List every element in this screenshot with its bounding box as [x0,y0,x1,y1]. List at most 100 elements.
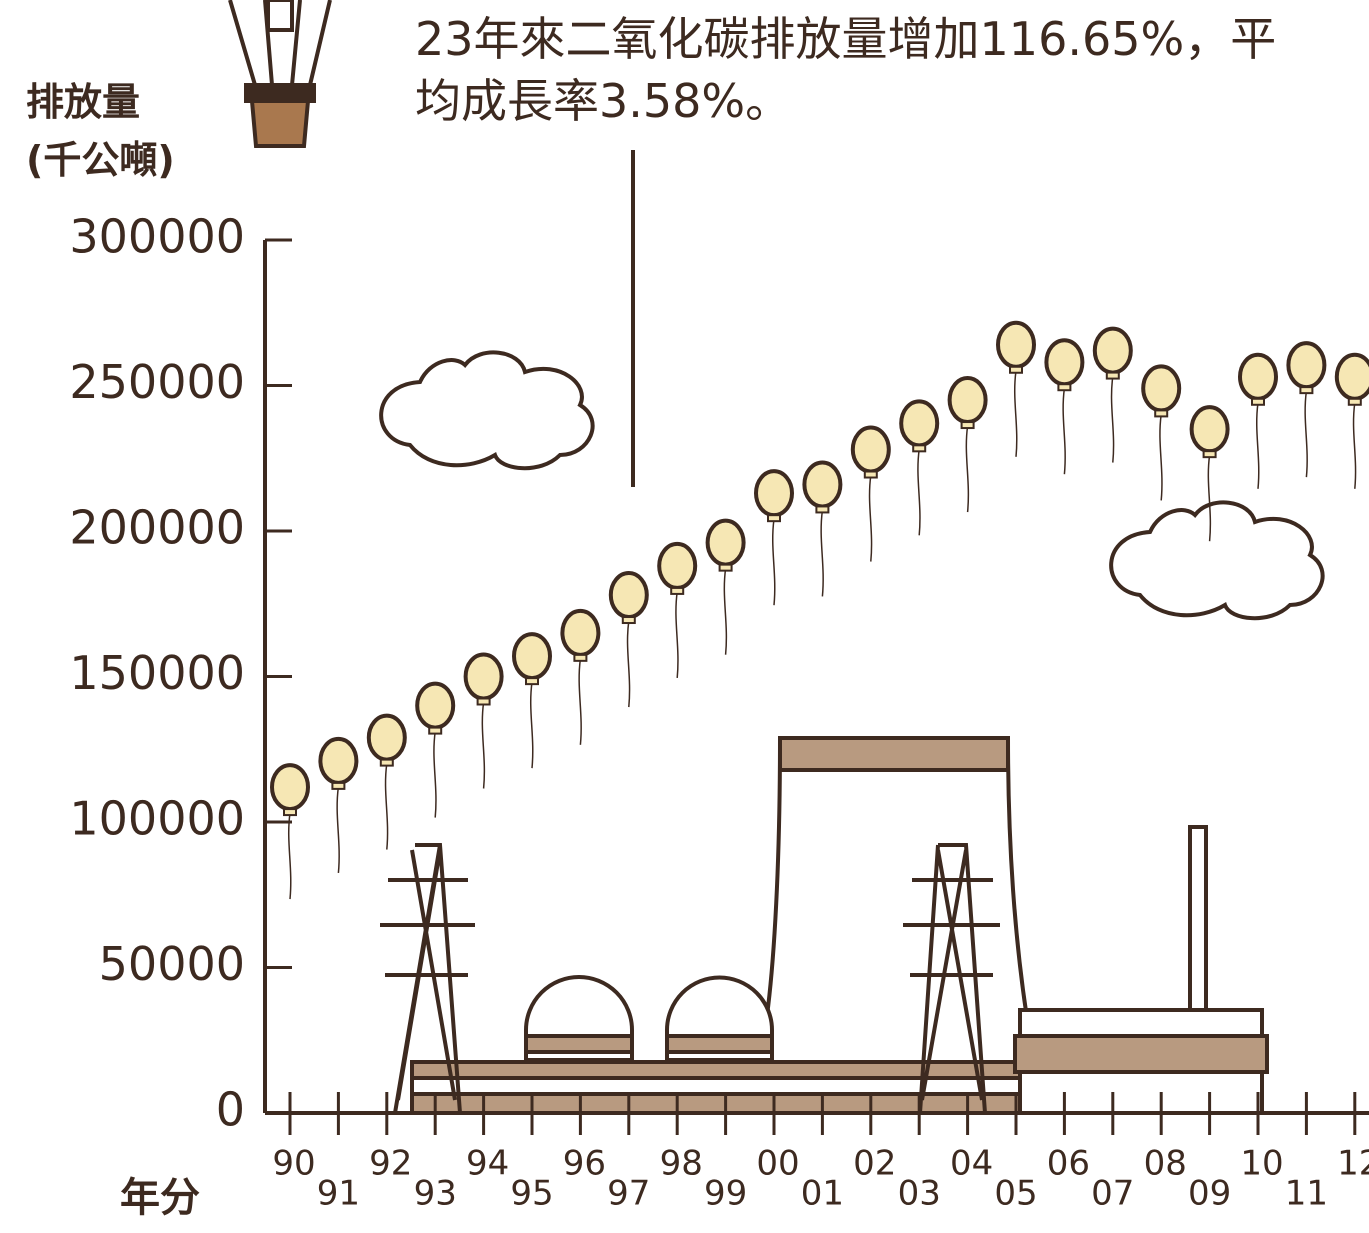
x-tick-label: 04 [950,1144,993,1184]
balloon-knot [1057,383,1072,392]
balloon-body [850,425,891,474]
x-tick-label: 00 [756,1144,799,1184]
y-tick-label: 150000 [69,646,245,700]
x-tick-label: 98 [660,1144,703,1184]
balloon-knot [331,781,346,790]
balloon [996,320,1036,457]
x-tick-label: 02 [853,1144,896,1184]
balloon [1238,352,1278,489]
balloon-string [481,702,486,789]
balloon-body [899,399,940,448]
annotation-line: 23年來二氧化碳排放量增加116.65%，平 [415,12,1276,66]
y-axis-label-line: 排放量 [26,80,140,124]
balloon-string [820,510,824,597]
balloon-knot [1299,386,1314,395]
x-tick-label: 90 [272,1144,315,1184]
y-tick-label: 200000 [69,501,245,555]
balloon [754,469,794,606]
balloon-body [705,518,746,567]
balloon-knot [379,758,394,767]
balloon-string [723,568,728,655]
x-tick-label: 99 [704,1174,747,1214]
balloon-body [754,469,794,518]
annotation: 23年來二氧化碳排放量增加116.65%，平均成長率3.58%。 [415,12,1276,128]
balloon-body [608,571,649,620]
x-tick-label: 12 [1337,1144,1369,1184]
balloon-knot [1251,397,1265,406]
balloon [899,399,940,536]
balloon-body [366,713,407,762]
x-tick-label: 11 [1285,1174,1328,1214]
balloon-knot [1347,397,1362,406]
balloon [802,460,843,597]
balloon-string [1304,391,1308,478]
balloon-string [578,658,582,745]
balloon-knot [863,470,878,479]
balloon [1334,352,1369,489]
balloon-knot [476,697,491,706]
y-tick-label: 50000 [99,937,245,991]
balloon-knot [1154,409,1169,418]
balloon-string [626,620,631,708]
x-tick-label: 93 [414,1174,457,1214]
balloon-body [1238,352,1278,401]
balloon-body [318,736,359,785]
x-tick-label: 97 [607,1174,650,1214]
y-tick-label: 250000 [69,355,245,409]
y-tick-label: 0 [216,1083,245,1137]
balloon-string [384,763,389,850]
balloon [1044,338,1085,475]
annotation-line: 均成長率3.58%。 [415,74,791,128]
balloon-knot [621,616,636,625]
balloon-string [868,475,873,562]
balloon [850,425,891,562]
balloon-body [1286,341,1327,390]
x-tick-label: 95 [510,1174,553,1214]
balloon-string [433,731,437,818]
x-tick-label: 94 [466,1144,509,1184]
balloon-string [1256,402,1260,489]
hot-air-balloon-illustration [228,0,332,148]
x-axis-label: 年分 [120,1175,200,1221]
balloon-knot [815,505,830,514]
balloon-string [336,786,340,873]
balloon-string [1352,402,1357,489]
balloon-body [1189,405,1230,454]
balloon [270,763,310,900]
balloon-string [917,449,921,536]
balloon-knot [283,808,297,817]
y-axis-label-line: (千公噸) [26,138,175,182]
balloon-body [1334,352,1369,401]
balloon-body [996,320,1036,369]
balloon [947,376,988,513]
x-tick-label: 01 [801,1174,844,1214]
x-tick-label: 09 [1188,1174,1231,1214]
balloon-knot [767,514,781,523]
balloon-knot [960,421,975,430]
balloon [705,518,746,655]
balloon [560,608,601,745]
balloon [366,713,407,850]
balloon-body [657,541,698,590]
balloon-string [288,812,292,900]
balloon-body [415,681,456,730]
balloon [318,736,359,873]
x-tick-label: 06 [1047,1144,1090,1184]
balloon-string [530,682,534,769]
balloon-body [947,376,988,425]
power-plant-illustration [380,736,1269,1115]
cloud-illustration [379,350,1325,621]
balloon-knot [525,677,539,686]
x-tick-label: 05 [994,1174,1037,1214]
balloon-knot [718,563,733,572]
x-tick-label: 10 [1240,1144,1283,1184]
balloon-body [802,460,843,509]
balloon [463,652,504,789]
balloon-body [270,763,310,812]
balloon-body [512,632,552,681]
x-tick-label: 08 [1144,1144,1187,1184]
balloon-body [560,608,601,657]
balloon-knot [1202,450,1217,459]
balloon-knot [428,726,443,735]
balloon [512,632,552,769]
